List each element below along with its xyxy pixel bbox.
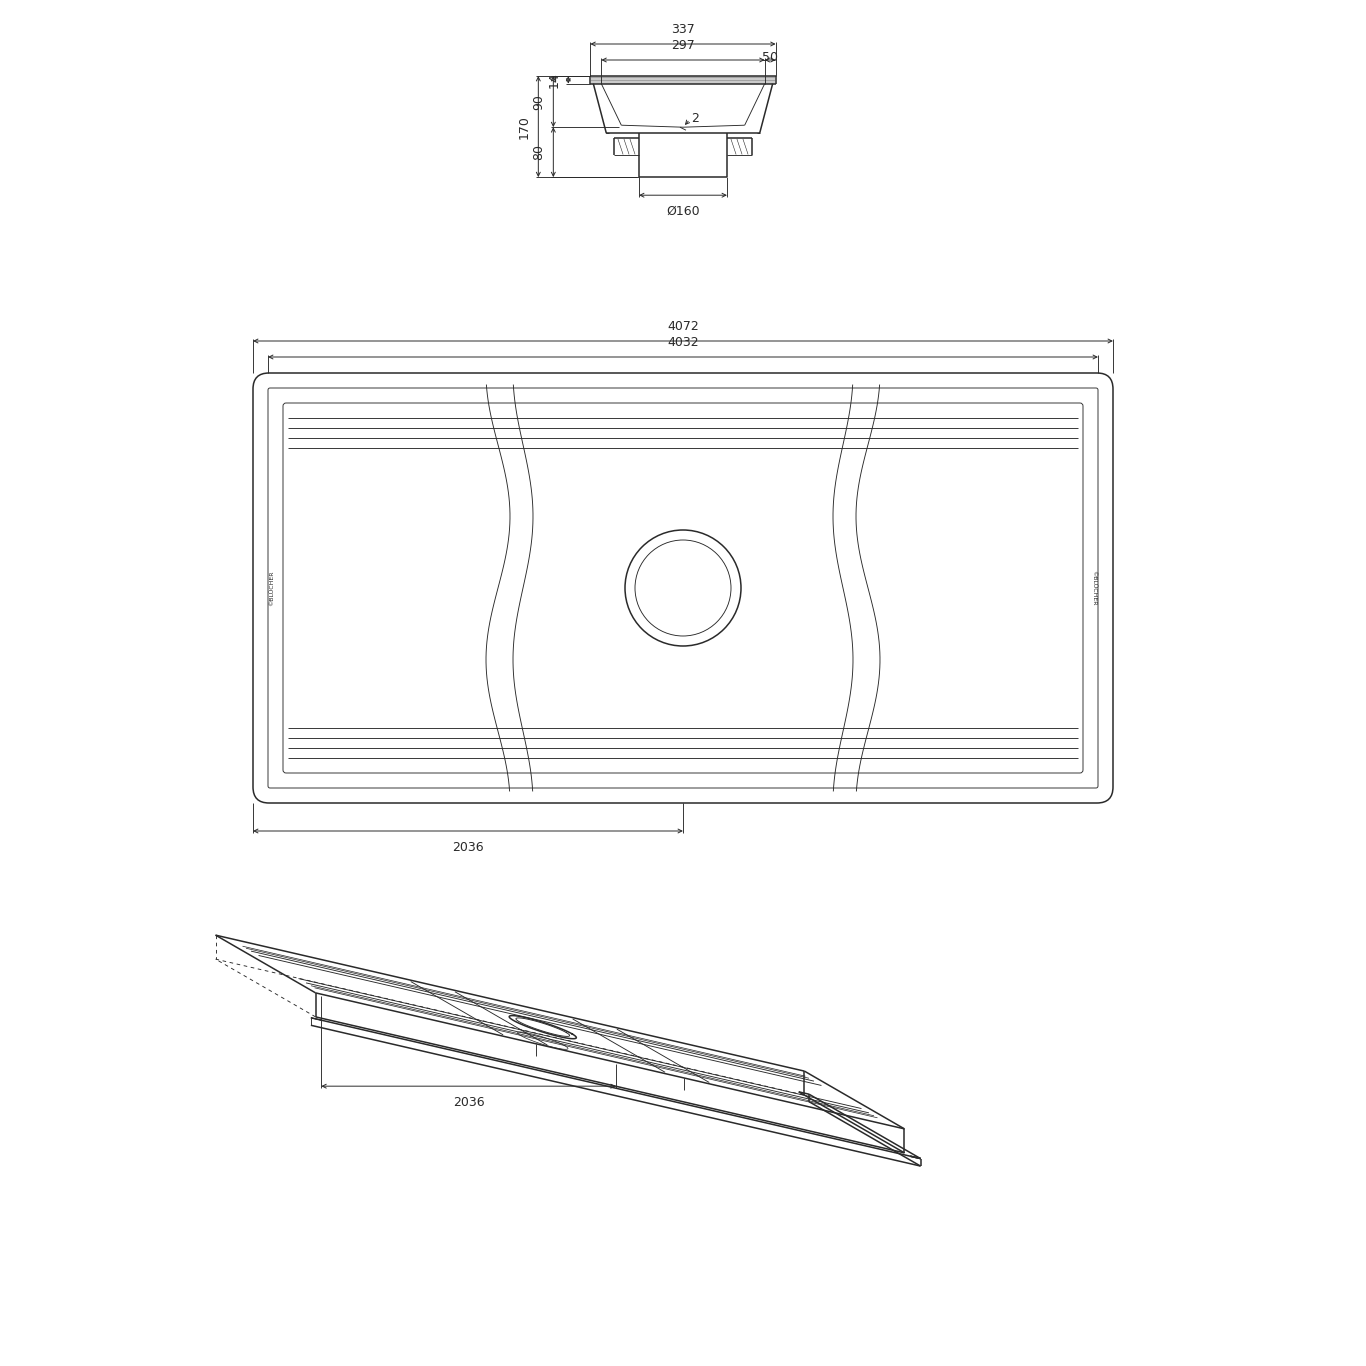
Text: 337: 337 (671, 23, 695, 36)
Text: 170: 170 (518, 115, 530, 138)
Text: 90: 90 (533, 94, 545, 109)
Text: 2: 2 (691, 112, 699, 126)
Text: 4072: 4072 (667, 320, 699, 333)
Text: 50: 50 (762, 51, 779, 64)
Text: 2036: 2036 (452, 1096, 485, 1109)
Text: Ø160: Ø160 (667, 205, 699, 219)
Text: ©BLÜCHER: ©BLÜCHER (1091, 570, 1097, 605)
Text: 2036: 2036 (452, 841, 484, 854)
Text: 80: 80 (533, 145, 545, 160)
Text: 4032: 4032 (667, 336, 699, 348)
Text: 14: 14 (548, 72, 560, 87)
Text: ©BLÜCHER: ©BLÜCHER (269, 570, 275, 605)
Text: 297: 297 (671, 40, 695, 52)
